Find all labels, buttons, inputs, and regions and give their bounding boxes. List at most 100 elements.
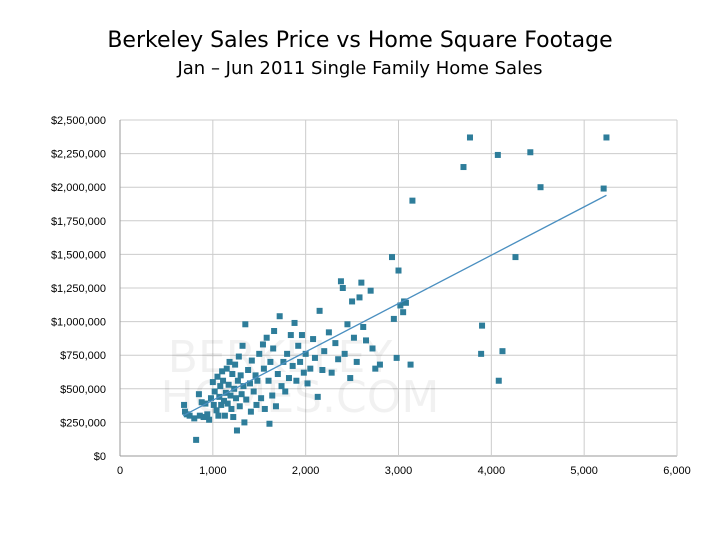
data-point [265, 377, 272, 384]
data-point [466, 134, 473, 141]
data-point [304, 380, 311, 387]
data-point [311, 354, 318, 361]
data-point [204, 411, 211, 418]
data-point [335, 356, 342, 363]
x-axis-tick-labels: 0 1,000 2,000 3,000 4,000 5,000 6,000 [117, 465, 691, 477]
data-point [393, 354, 400, 361]
data-point [409, 197, 416, 204]
data-point [289, 362, 296, 369]
data-point [321, 348, 328, 355]
data-point [390, 315, 397, 322]
data-point [206, 416, 213, 423]
data-point [210, 401, 217, 408]
data-point [285, 375, 292, 382]
data-point [353, 358, 360, 365]
data-point [328, 369, 335, 376]
data-point [254, 377, 261, 384]
data-point [237, 372, 244, 379]
data-point [284, 350, 291, 357]
data-point [196, 412, 203, 419]
data-point [271, 328, 278, 335]
y-tick-label: $1,000,000 [51, 317, 106, 329]
data-point [360, 323, 367, 330]
data-point [218, 401, 225, 408]
data-point [240, 383, 247, 390]
chart-title: Berkeley Sales Price vs Home Square Foot… [107, 28, 613, 53]
data-point [332, 340, 339, 347]
data-point [252, 372, 259, 379]
data-point [220, 377, 227, 384]
data-point [234, 377, 241, 384]
y-axis-tick-labels: $0 $250,000 $500,000 $750,000 $1,000,000 $1,2… [51, 115, 106, 463]
data-point [287, 332, 294, 339]
data-point [228, 405, 235, 412]
data-point [191, 415, 198, 422]
data-point [266, 420, 273, 427]
y-tick-label: $2,250,000 [51, 149, 106, 161]
y-tick-label: $1,500,000 [51, 249, 106, 261]
chart-subtitle: Jan – Jun 2011 Single Family Home Sales [177, 58, 543, 79]
data-point [224, 400, 231, 407]
data-point [220, 397, 227, 404]
data-point [246, 380, 253, 387]
data-point [223, 365, 230, 372]
data-point [272, 403, 279, 410]
x-tick-label: 4,000 [478, 465, 506, 477]
data-point [499, 348, 506, 355]
data-point [258, 395, 265, 402]
data-point [232, 361, 239, 368]
data-point [316, 307, 323, 314]
data-point [293, 377, 300, 384]
data-point [600, 185, 607, 192]
data-point [242, 321, 249, 328]
data-point [241, 419, 248, 426]
data-point [295, 342, 302, 349]
data-point [402, 299, 409, 306]
data-point [269, 392, 276, 399]
x-tick-label: 3,000 [385, 465, 413, 477]
data-point [227, 392, 234, 399]
data-point [363, 337, 370, 344]
data-point [325, 329, 332, 336]
data-point [310, 336, 317, 343]
data-point [207, 395, 214, 402]
data-point [339, 285, 346, 291]
data-point [270, 345, 277, 352]
data-point [200, 414, 207, 421]
y-tick-label: $2,000,000 [51, 182, 106, 194]
data-point [195, 391, 202, 398]
data-point [256, 350, 263, 357]
data-point [230, 414, 237, 421]
data-point [278, 383, 285, 390]
data-point [238, 391, 245, 398]
data-point [236, 403, 243, 410]
x-tick-label: 2,000 [292, 465, 320, 477]
data-point [250, 388, 257, 395]
data-point [347, 375, 354, 382]
data-point [337, 278, 344, 285]
x-tick-label: 0 [117, 465, 123, 477]
data-point [282, 388, 289, 395]
data-point [209, 379, 216, 386]
data-point [376, 361, 383, 368]
data-point [291, 319, 298, 326]
data-point [527, 149, 534, 156]
data-point [400, 309, 407, 316]
data-point [215, 412, 222, 419]
y-tick-label: $1,750,000 [51, 216, 106, 228]
y-tick-label: $750,000 [60, 350, 106, 362]
data-point [261, 405, 268, 412]
data-point [235, 353, 242, 360]
data-point [181, 401, 188, 408]
data-point [397, 302, 404, 309]
data-point [213, 407, 220, 414]
x-tick-label: 5,000 [570, 465, 598, 477]
data-point [247, 408, 254, 415]
y-tick-label: $1,250,000 [51, 283, 106, 295]
data-point [211, 388, 218, 395]
data-point [186, 412, 193, 419]
data-point [214, 373, 221, 380]
y-tick-label: $250,000 [60, 417, 106, 429]
data-point [267, 358, 274, 365]
data-point [217, 383, 224, 390]
